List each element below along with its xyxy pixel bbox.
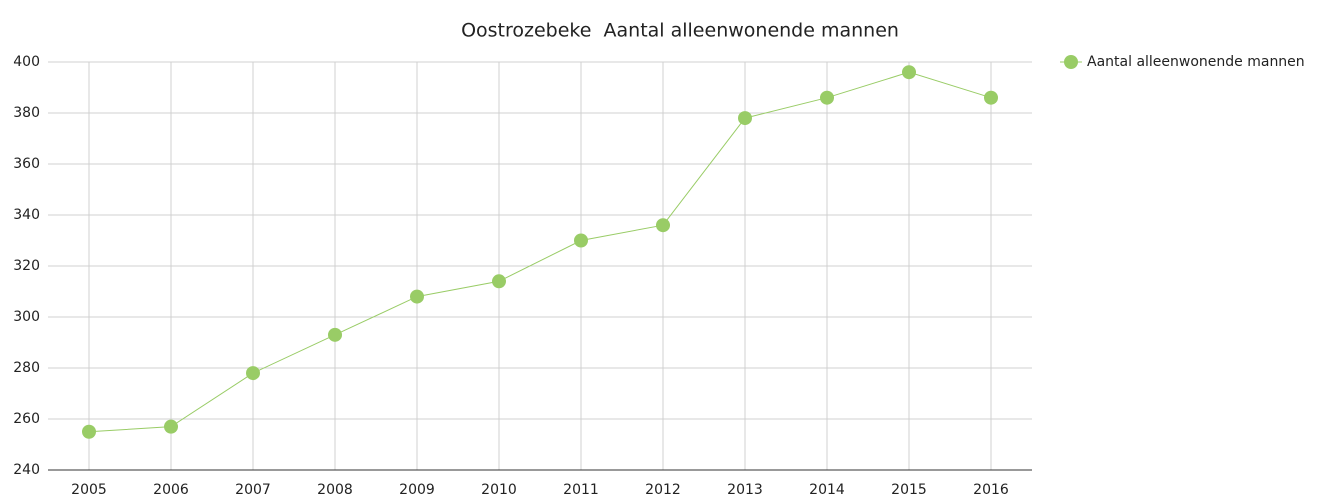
- y-tick-label: 300: [13, 309, 40, 325]
- y-tick-label: 400: [13, 54, 40, 70]
- legend-marker: [1064, 55, 1078, 69]
- y-tick-label: 340: [13, 207, 40, 223]
- x-tick-label: 2005: [71, 482, 107, 498]
- point: [902, 65, 916, 80]
- y-tick-label: 240: [13, 462, 40, 478]
- point: [246, 366, 260, 381]
- y-tick-label: 280: [13, 360, 40, 376]
- x-tick-label: 2011: [563, 482, 599, 498]
- x-tick-label: 2008: [317, 482, 353, 498]
- legend-label: Aantal alleenwonende mannen: [1087, 54, 1305, 70]
- point: [820, 90, 834, 105]
- x-tick-label: 2013: [727, 482, 763, 498]
- x-tick-label: 2007: [235, 482, 271, 498]
- y-tick-label: 320: [13, 258, 40, 274]
- line: [88, 71, 992, 433]
- point: [82, 424, 96, 439]
- chart-title: Oostrozebeke Aantal alleenwonende mannen: [461, 20, 899, 42]
- point: [656, 218, 670, 233]
- y-tick-label: 260: [13, 411, 40, 427]
- point: [738, 111, 752, 126]
- point: [492, 274, 506, 289]
- point: [410, 289, 424, 304]
- y-tick-label: 380: [13, 105, 40, 121]
- x-tick-label: 2016: [973, 482, 1009, 498]
- x-tick-label: 2010: [481, 482, 517, 498]
- point: [574, 233, 588, 248]
- x-tick-label: 2012: [645, 482, 681, 498]
- y-tick-label: 360: [13, 156, 40, 172]
- point: [164, 419, 178, 434]
- x-tick-label: 2006: [153, 482, 189, 498]
- point: [328, 327, 342, 342]
- x-tick-label: 2009: [399, 482, 435, 498]
- point: [984, 90, 998, 105]
- x-tick-label: 2015: [891, 482, 927, 498]
- x-tick-label: 2014: [809, 482, 845, 498]
